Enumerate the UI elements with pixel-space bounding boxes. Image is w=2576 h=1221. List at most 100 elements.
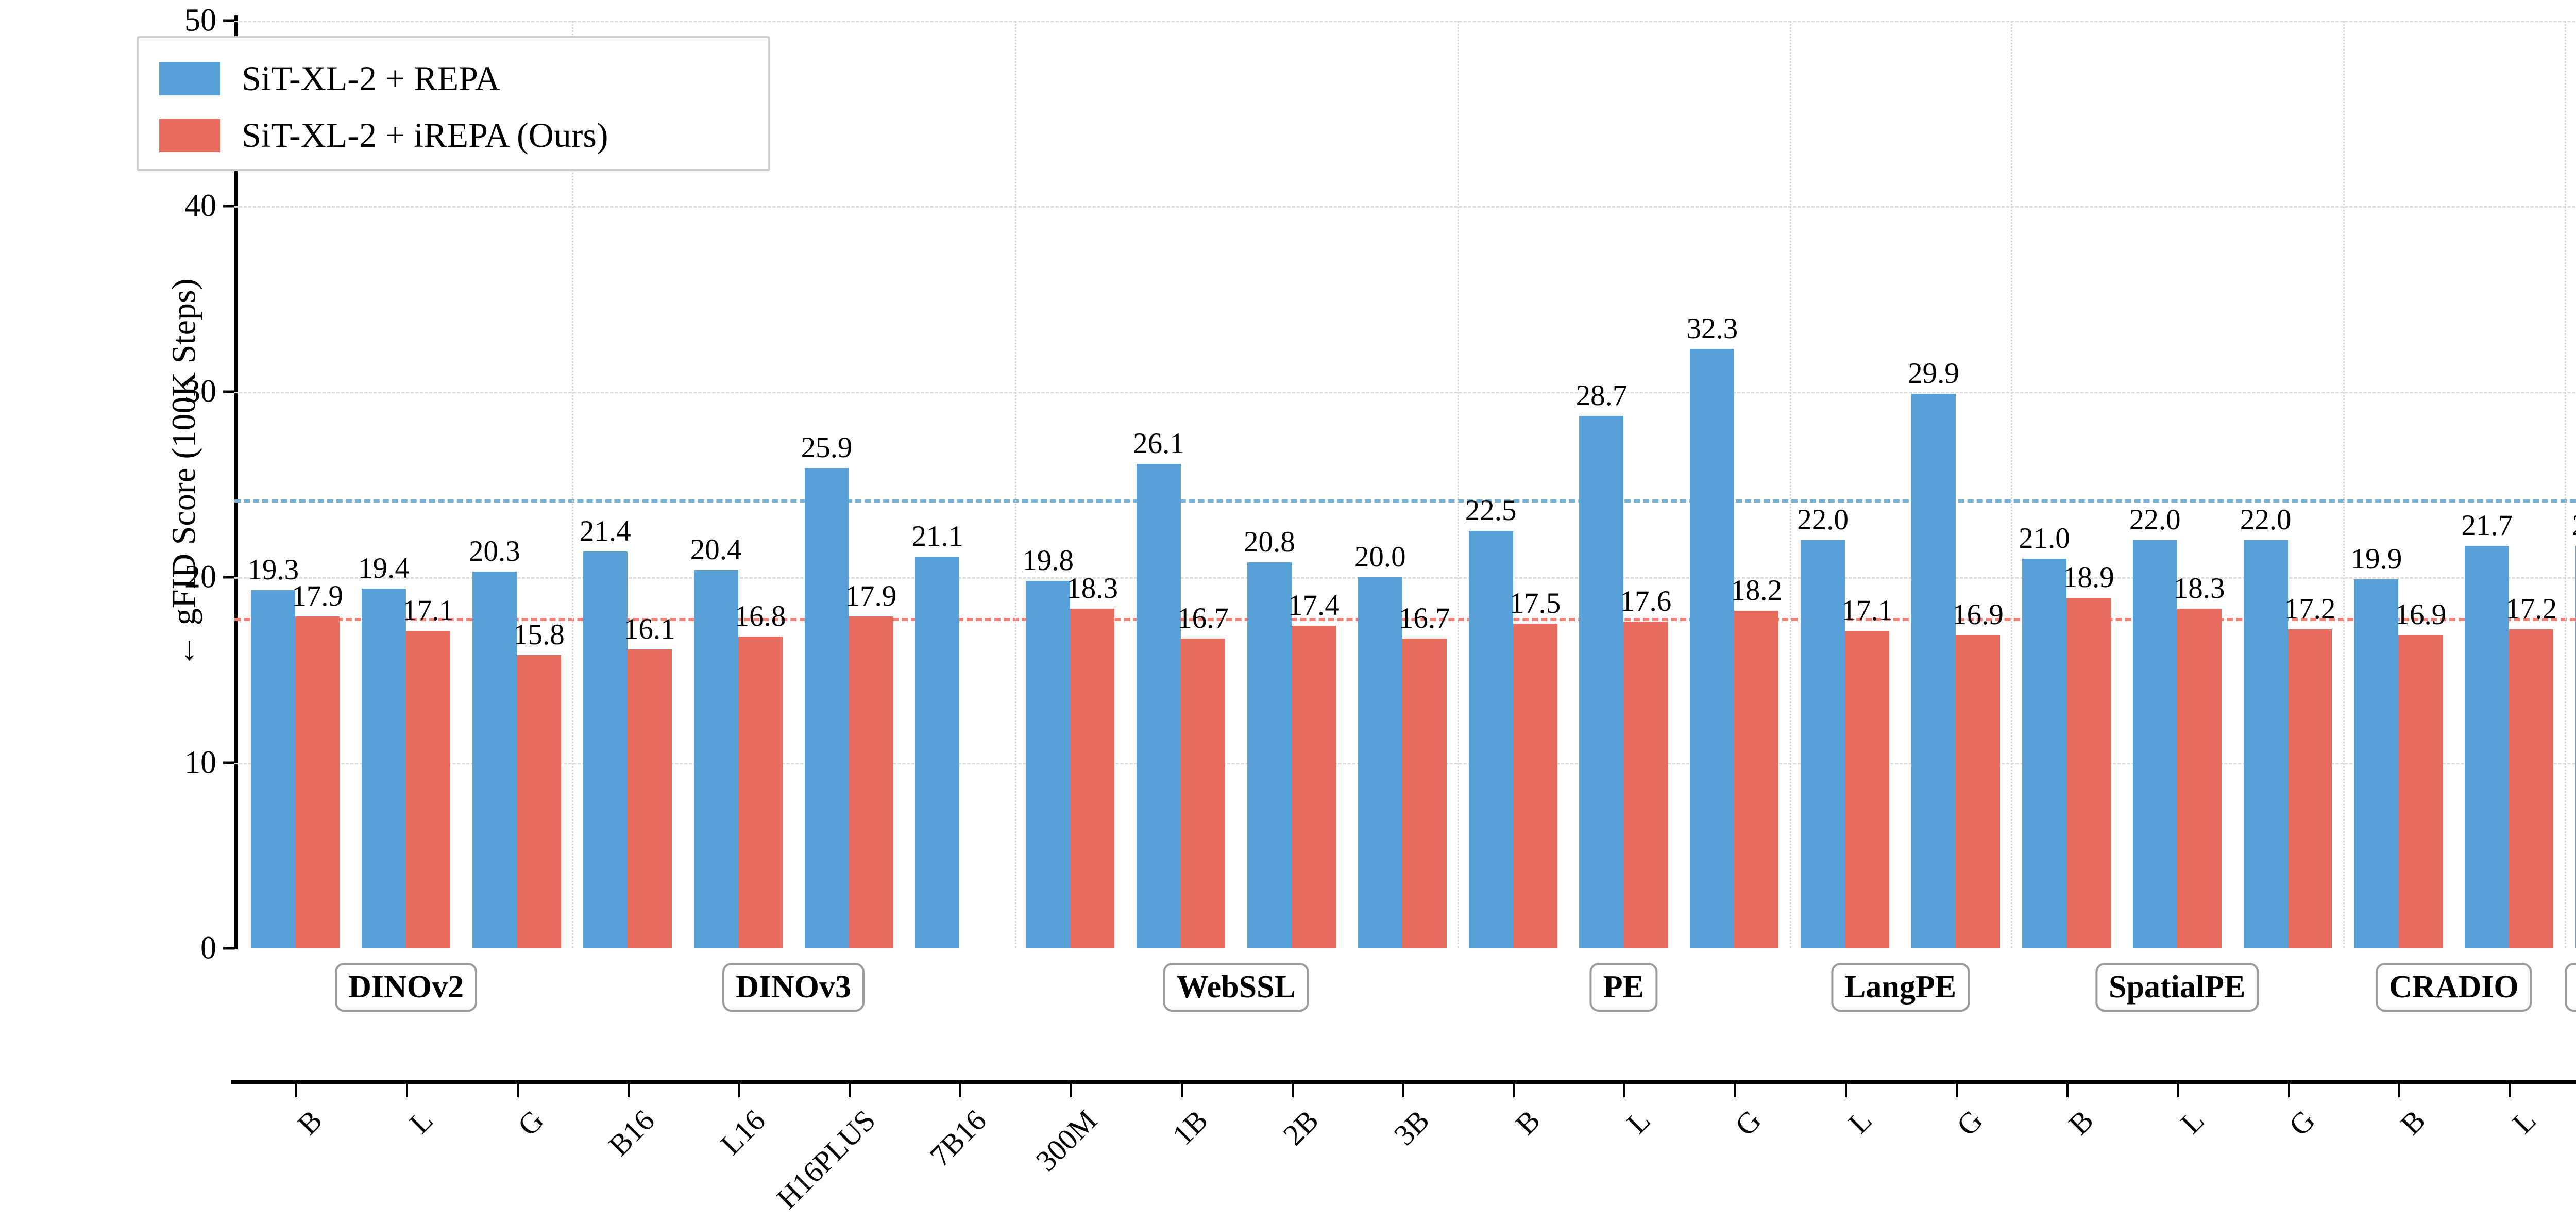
y-axis-label: ← gFID Score (100K Steps) [165, 278, 203, 668]
bar-irepa [2509, 629, 2554, 948]
x-tick-label: B [1508, 1103, 1547, 1142]
bar-value-label-irepa: 16.7 [1177, 601, 1229, 634]
bar-irepa [295, 616, 340, 948]
y-tick-mark [223, 205, 234, 208]
x-tick-label: L [1620, 1103, 1657, 1140]
group-label-dino: DINO [2565, 963, 2576, 1012]
x-tick-label: B [2394, 1103, 2432, 1142]
bar-value-label-irepa: 16.8 [734, 600, 786, 633]
bar-value-label-repa: 21.4 [579, 514, 631, 547]
group-separator [1789, 21, 1791, 948]
y-tick-label: 40 [184, 188, 216, 224]
y-tick-mark [223, 947, 234, 950]
x-tick-label: G [1950, 1103, 1989, 1143]
x-tick-label: B [291, 1103, 329, 1142]
bar-value-label-repa: 20.0 [1354, 541, 1406, 573]
bar-value-label-repa: 22.0 [2129, 504, 2181, 536]
group-label-dinov3: DINOv3 [722, 963, 865, 1012]
bar-value-label-irepa: 16.9 [2395, 598, 2447, 631]
bar-value-label-irepa: 17.6 [1620, 585, 1672, 618]
bar-value-label-repa: 25.9 [801, 431, 853, 464]
x-tick-label: G [511, 1103, 550, 1143]
x-tick-mark [1623, 1084, 1626, 1097]
x-tick-mark [1955, 1084, 1958, 1097]
bar-irepa [1070, 609, 1115, 948]
bar-repa [693, 570, 738, 948]
x-tick-mark [2509, 1084, 2512, 1097]
bar-irepa [2287, 629, 2332, 948]
bar-repa [2354, 579, 2399, 948]
bar-value-label-repa: 20.4 [690, 533, 742, 566]
bar-value-label-irepa: 15.8 [513, 618, 565, 651]
x-tick-label: B [2062, 1103, 2100, 1142]
y-tick-label: 10 [184, 745, 216, 780]
bar-repa [2243, 540, 2288, 948]
bar-repa [1911, 393, 1956, 948]
x-tick-mark [406, 1084, 409, 1097]
bar-value-label-irepa: 18.3 [2173, 572, 2225, 605]
bar-value-label-repa: 21.7 [2572, 509, 2576, 542]
x-tick-mark [516, 1084, 519, 1097]
bar-irepa [627, 649, 672, 948]
y-tick-label: 20 [184, 559, 216, 595]
bar-repa [1579, 415, 1624, 948]
plot-area: 19.3 17.9 19.4 17.1 20.3 15.8 21.4 16.1 20.4 16.8… [234, 21, 2576, 948]
bar-value-label-repa: 19.8 [1022, 544, 1074, 577]
x-tick-label: 1B [1165, 1103, 1214, 1152]
bar-value-label-irepa: 18.9 [2062, 561, 2114, 594]
bar-irepa [738, 637, 783, 948]
y-tick-label: 30 [184, 374, 216, 409]
repa-average-line [234, 499, 2576, 503]
x-tick-label: L [402, 1103, 439, 1140]
bar-value-label-repa: 19.3 [247, 554, 299, 587]
bar-irepa [1623, 622, 1668, 948]
bar-value-label-repa: 20.8 [1244, 526, 1295, 559]
bar-irepa [1402, 638, 1447, 948]
x-tick-mark [1291, 1084, 1294, 1097]
bar-repa [1247, 562, 1292, 948]
bar-irepa [1291, 625, 1336, 948]
legend-label-repa: SiT-XL-2 + REPA [242, 58, 500, 98]
bar-value-label-irepa: 18.3 [1066, 572, 1118, 605]
group-label-webssl: WebSSL [1163, 963, 1309, 1012]
x-tick-label: H16PLUS [770, 1103, 883, 1215]
bar-irepa [1955, 634, 2000, 948]
bar-repa [915, 557, 960, 948]
y-tick-mark [223, 390, 234, 393]
bar-irepa [516, 655, 561, 948]
x-tick-label: 7B16 [923, 1103, 993, 1173]
group-separator [2011, 21, 2013, 948]
x-tick-label: 300M [1029, 1103, 1104, 1178]
bar-value-label-repa: 21.7 [2461, 509, 2513, 542]
x-tick-mark [738, 1084, 740, 1097]
bar-value-label-repa: 21.1 [911, 520, 963, 553]
y-tick-label: 0 [200, 930, 216, 966]
bar-repa [583, 551, 628, 948]
x-tick-mark [1734, 1084, 1737, 1097]
group-label-pe: PE [1589, 963, 1658, 1012]
irepa-average-line [234, 618, 2576, 622]
bar-value-label-irepa: 17.1 [1841, 594, 1893, 627]
bar-value-label-irepa: 17.5 [1509, 587, 1561, 620]
bar-repa [251, 590, 296, 948]
bar-repa [472, 572, 517, 948]
x-tick-mark [1070, 1084, 1073, 1097]
legend: SiT-XL-2 + REPA SiT-XL-2 + iREPA (Ours) [137, 36, 770, 171]
x-tick-label: L [2174, 1103, 2211, 1140]
x-tick-mark [959, 1084, 962, 1097]
bar-irepa [2177, 609, 2222, 948]
bar-value-label-irepa: 16.9 [1952, 598, 2004, 631]
bar-irepa [2398, 634, 2443, 948]
group-label-cradio: CRADIO [2376, 963, 2532, 1012]
bar-value-label-irepa: 16.7 [1398, 601, 1450, 634]
bar-value-label-irepa: 17.1 [402, 594, 454, 627]
legend-label-irepa: SiT-XL-2 + iREPA (Ours) [242, 115, 608, 155]
bar-irepa [1845, 631, 1890, 948]
x-tick-label: G [2282, 1103, 2321, 1143]
bar-value-label-repa: 22.0 [2240, 504, 2292, 536]
bar-value-label-irepa: 16.1 [623, 613, 675, 646]
y-tick-mark [223, 19, 234, 22]
bar-value-label-repa: 21.0 [2019, 522, 2070, 555]
x-tick-mark [1402, 1084, 1404, 1097]
bar-value-label-repa: 22.0 [1797, 504, 1849, 536]
